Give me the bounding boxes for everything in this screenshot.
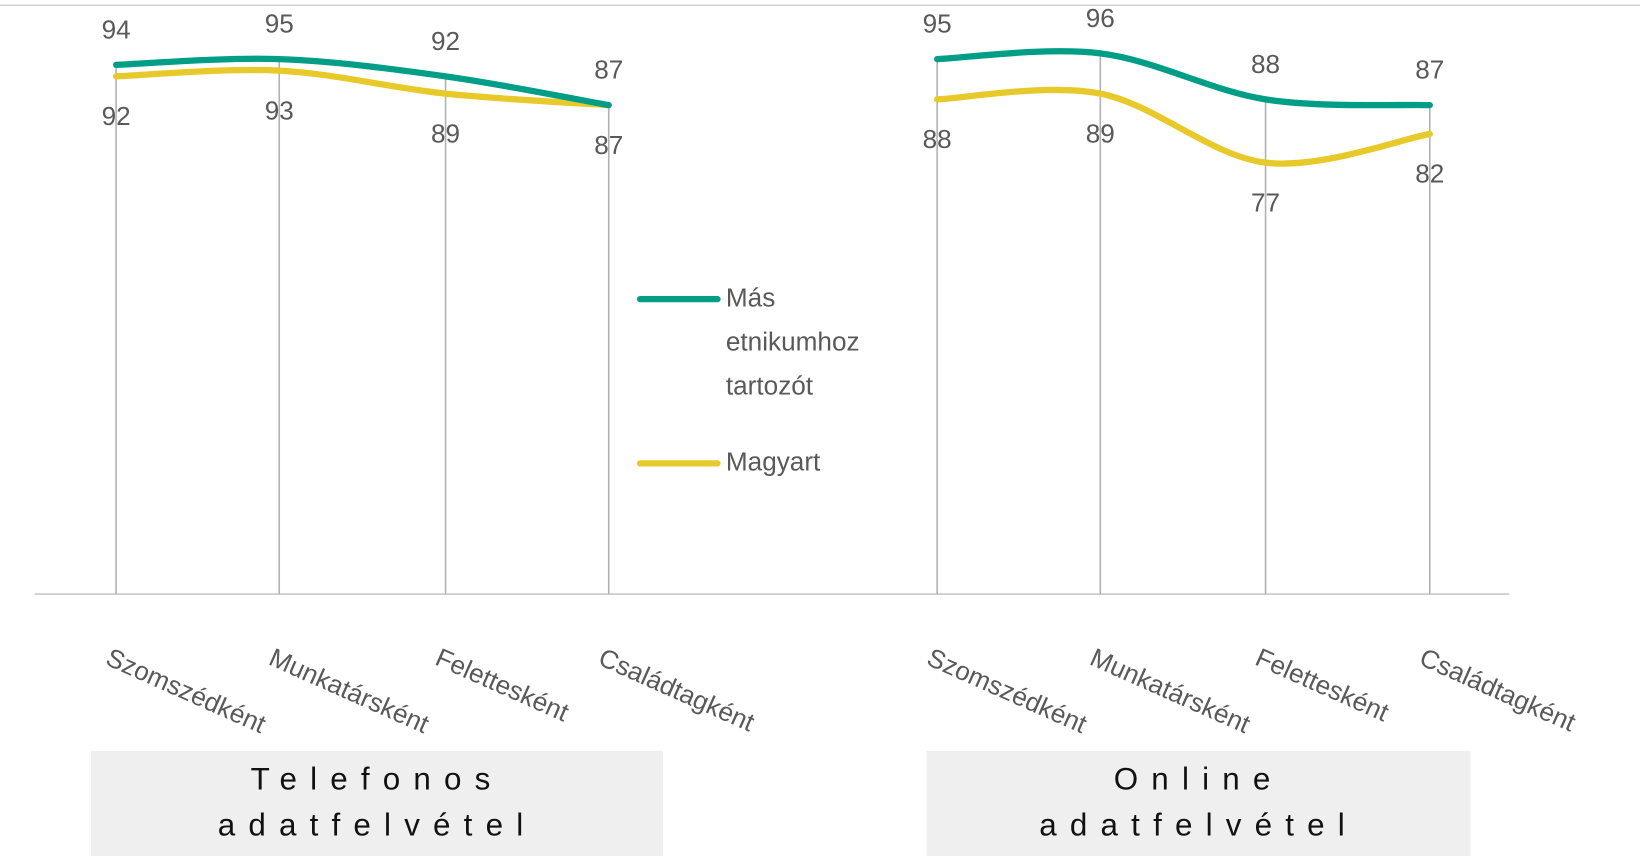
x-tick-label: Családtagként: [1415, 642, 1580, 738]
legend-label: Más etnikumhoz tartozót: [725, 283, 860, 401]
data-label: 94: [102, 14, 131, 44]
legend-label: Magyart: [725, 447, 821, 477]
data-label: 88: [1251, 49, 1280, 79]
data-label: 96: [1086, 3, 1115, 33]
panel-box: [90, 750, 664, 856]
data-label: 89: [1086, 118, 1115, 148]
series-line: [112, 55, 612, 109]
data-label: 87: [1415, 55, 1444, 85]
x-tick-label: Munkatársként: [265, 642, 434, 739]
x-tick-label: Családtagként: [594, 642, 759, 738]
legend-item: Más etnikumhoz tartozót: [725, 283, 860, 401]
panel-label: Online adatfelvétel: [1039, 762, 1358, 844]
data-label: 92: [102, 101, 131, 131]
data-label: 95: [923, 9, 952, 39]
data-label: 89: [431, 118, 460, 148]
panel-label-box: Telefonos adatfelvétel: [217, 762, 537, 844]
data-label: 82: [1415, 159, 1444, 189]
data-label: 87: [594, 130, 623, 160]
legend-item: Magyart: [725, 447, 821, 477]
panel-label: Telefonos adatfelvétel: [217, 762, 537, 844]
series-line: [934, 48, 1433, 109]
series-line: [934, 86, 1433, 167]
x-tick-label: Felettesként: [431, 642, 574, 728]
x-tick-label: Szomszédként: [923, 642, 1092, 739]
series-line: [112, 66, 612, 109]
panel-box: [926, 750, 1471, 856]
data-label: 92: [431, 26, 460, 56]
x-tick-label: Szomszédként: [102, 642, 271, 739]
x-tick-label: Felettesként: [1251, 642, 1394, 728]
data-label: 87: [594, 55, 623, 85]
x-tick-label: Munkatársként: [1086, 642, 1255, 739]
data-label: 93: [265, 95, 294, 125]
data-label: 95: [265, 9, 294, 39]
data-label: 77: [1251, 187, 1280, 217]
data-label: 88: [923, 124, 952, 154]
panel-label-box: Online adatfelvétel: [1039, 762, 1358, 844]
